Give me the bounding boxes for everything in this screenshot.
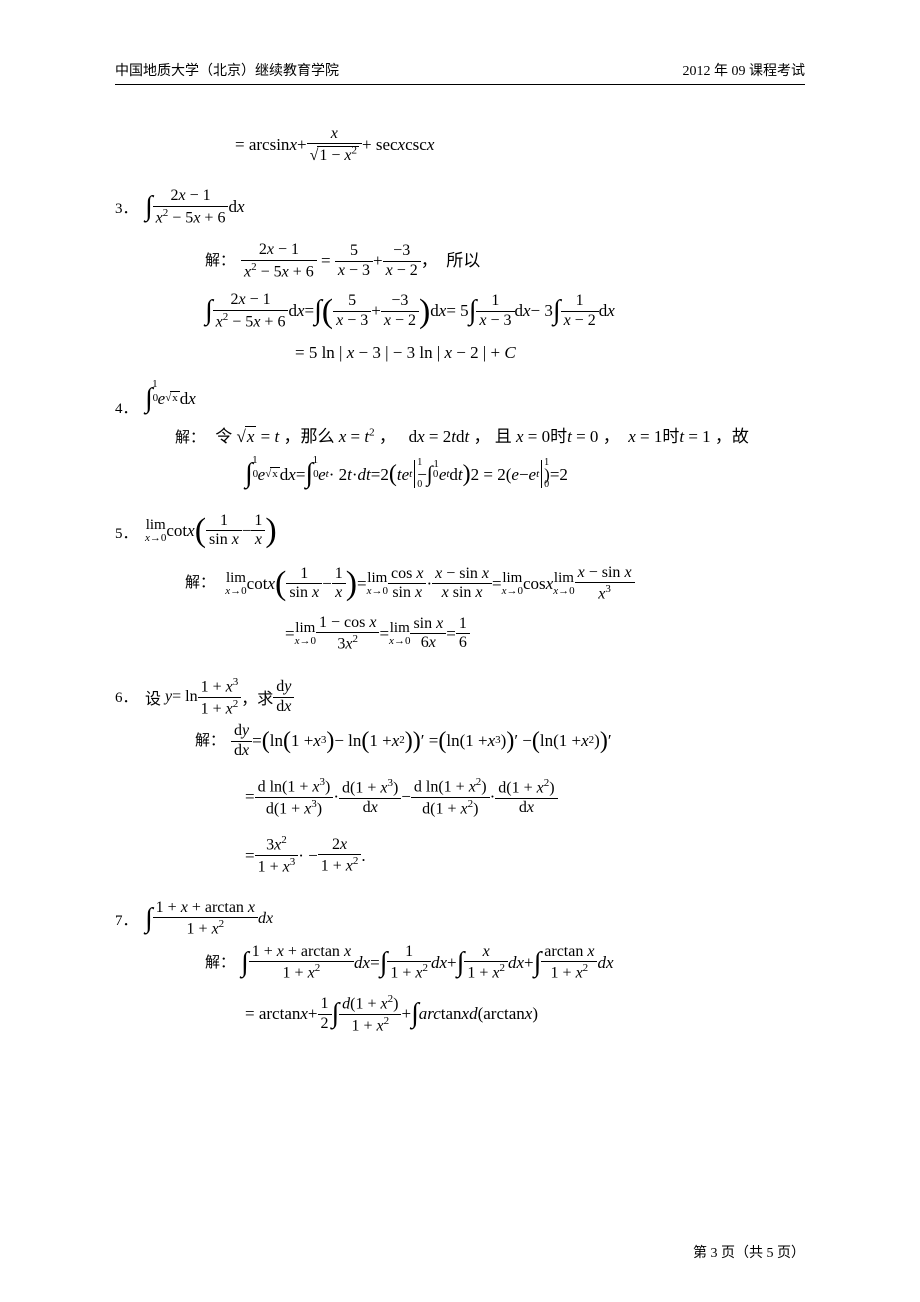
problem-5-content: limx→0 cot x ( 1sin x − 1x ) [145,512,805,560]
problem-6-sol-1: 解： dydx = (ln(1 + x3) − ln(1 + x2))′ = (… [115,722,805,760]
problem-3-content: ∫ 2x − 1x2 − 5x + 6 dx [145,187,805,237]
problem-6-number: 6． [115,676,145,707]
problem-5-sol-2: = limx→0 1 − cos x3x2 = limx→0 sin x6x =… [115,614,805,654]
problem-4-sol-1: 解： 令 x = t ，那么 x = t2 ， dx = 2tdt ， 且 x … [115,425,805,449]
problem-6-sol-2: = d ln(1 + x3)d(1 + x3) · d(1 + x3)dx − … [115,776,805,818]
problem-6-sol-3: = 3x21 + x3 · − 2x1 + x2 . [115,834,805,876]
problem-7-sol-1: 解： ∫ 1 + x + arctan x1 + x2dx = ∫11 + x2… [115,943,805,983]
problem-4-sol-2: ∫01 ex dx = ∫01 et · 2t · dt =2(tet10 − … [115,459,805,490]
page-header: 中国地质大学（北京）继续教育学院 2012 年 09 课程考试 [115,60,805,85]
problem-5: 5． limx→0 cot x ( 1sin x − 1x ) [115,512,805,560]
problem-7-content: ∫ 1 + x + arctan x1 + x2 dx [145,899,805,939]
header-right: 2012 年 09 课程考试 [683,60,806,80]
problem-4-content: ∫01 ex dx [145,387,805,421]
problem-5-sol-1: 解： limx→0 cot x( 1sin x − 1x) = limx→0 c… [115,564,805,604]
prev-continuation: = arcsin x + x1 − x2 + sec x csc x [115,125,805,165]
problem-3-sol-1: 解： 2x − 1x2 − 5x + 6 = 5x − 3 + −3x − 2 … [115,241,805,281]
problem-7-number: 7． [115,899,145,930]
problem-6: 6． 设 y = ln 1 + x31 + x2 ，求 dydx [115,676,805,718]
problem-7: 7． ∫ 1 + x + arctan x1 + x2 dx [115,899,805,939]
problem-3-sol-2b: = 5 ln | x − 3 | − 3 ln | x − 2 | + C [115,341,805,365]
problem-7-sol-2: = arctan x + 12 ∫ d(1 + x2)1 + x2 + ∫ ar… [115,993,805,1035]
page-footer: 第 3 页（共 5 页） [693,1242,805,1262]
page: 中国地质大学（北京）继续教育学院 2012 年 09 课程考试 = arcsin… [0,0,920,1302]
problem-4: 4． ∫01 ex dx [115,387,805,421]
problem-3: 3． ∫ 2x − 1x2 − 5x + 6 dx [115,187,805,237]
problem-5-number: 5． [115,512,145,543]
problem-3-sol-2a: ∫ 2x − 1x2 − 5x + 6dx = ∫( 5x − 3 + −3x … [115,291,805,331]
problem-3-number: 3． [115,187,145,218]
problem-4-number: 4． [115,387,145,418]
header-left: 中国地质大学（北京）继续教育学院 [115,60,339,80]
problem-6-content: 设 y = ln 1 + x31 + x2 ，求 dydx [145,676,805,718]
